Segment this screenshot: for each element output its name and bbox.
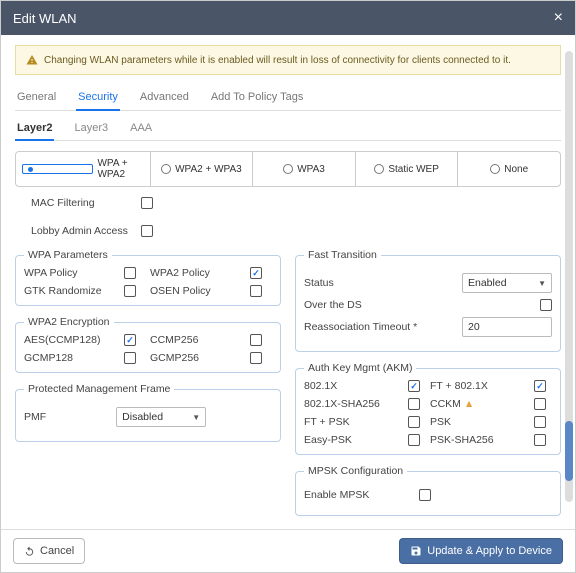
akm-psksha256-label: PSK-SHA256 bbox=[430, 434, 530, 446]
wpa2-policy-checkbox[interactable] bbox=[250, 267, 262, 279]
osen-policy-checkbox[interactable] bbox=[250, 285, 262, 297]
subtab-layer2[interactable]: Layer2 bbox=[15, 117, 54, 141]
modal-header: Edit WLAN × bbox=[1, 1, 575, 35]
akm-easypsk-label: Easy-PSK bbox=[304, 434, 404, 446]
lobby-admin-row: Lobby Admin Access bbox=[31, 225, 561, 237]
akm-8021x-sha256-checkbox[interactable] bbox=[408, 398, 420, 410]
warning-text: Changing WLAN parameters while it is ena… bbox=[44, 55, 511, 66]
akm-8021x-label: 802.1X bbox=[304, 380, 404, 392]
gcmp128-checkbox[interactable] bbox=[124, 352, 136, 364]
chevron-down-icon: ▼ bbox=[538, 279, 546, 288]
tab-security[interactable]: Security bbox=[76, 85, 120, 111]
akm-ft8021x-checkbox[interactable] bbox=[534, 380, 546, 392]
modal-body: Changing WLAN parameters while it is ena… bbox=[1, 35, 575, 529]
warning-icon bbox=[26, 54, 38, 66]
akm-fieldset: Auth Key Mgmt (AKM) 802.1X FT + 802.1X 8… bbox=[295, 362, 561, 455]
ccmp256-label: CCMP256 bbox=[150, 334, 246, 346]
radio-dot-icon bbox=[490, 164, 500, 174]
tab-advanced[interactable]: Advanced bbox=[138, 85, 191, 110]
mac-filtering-checkbox[interactable] bbox=[141, 197, 153, 209]
save-icon bbox=[410, 545, 422, 557]
akm-cckm-label: CCKM ▲ bbox=[430, 398, 530, 410]
akm-easypsk-checkbox[interactable] bbox=[408, 434, 420, 446]
radio-wpa2-wpa3[interactable]: WPA2 + WPA3 bbox=[151, 152, 254, 186]
akm-psk-checkbox[interactable] bbox=[534, 416, 546, 428]
wpa2-encryption-fieldset: WPA2 Encryption AES(CCMP128) CCMP256 GCM… bbox=[15, 316, 281, 373]
akm-8021x-checkbox[interactable] bbox=[408, 380, 420, 392]
warning-icon: ▲ bbox=[464, 398, 474, 410]
pmf-fieldset: Protected Management Frame PMF Disabled▼ bbox=[15, 383, 281, 442]
pmf-legend: Protected Management Frame bbox=[24, 383, 174, 395]
radio-dot-icon bbox=[283, 164, 293, 174]
osen-policy-label: OSEN Policy bbox=[150, 285, 246, 297]
reassoc-timeout-label: Reassociation Timeout * bbox=[304, 321, 417, 333]
radio-wpa-wpa2[interactable]: WPA + WPA2 bbox=[16, 152, 151, 186]
gtk-randomize-checkbox[interactable] bbox=[124, 285, 136, 297]
ft-status-label: Status bbox=[304, 277, 334, 289]
mpsk-fieldset: MPSK Configuration Enable MPSK bbox=[295, 465, 561, 516]
modal-title: Edit WLAN bbox=[13, 11, 77, 26]
security-mode-radio-group: WPA + WPA2 WPA2 + WPA3 WPA3 Static WEP N… bbox=[15, 151, 561, 187]
wpa-policy-label: WPA Policy bbox=[24, 267, 120, 279]
akm-ft8021x-label: FT + 802.1X bbox=[430, 380, 530, 392]
wpa2-encryption-legend: WPA2 Encryption bbox=[24, 316, 114, 328]
gcmp128-label: GCMP128 bbox=[24, 352, 120, 364]
radio-static-wep[interactable]: Static WEP bbox=[356, 152, 459, 186]
warning-banner: Changing WLAN parameters while it is ena… bbox=[15, 45, 561, 75]
gtk-randomize-label: GTK Randomize bbox=[24, 285, 120, 297]
akm-ftpsk-label: FT + PSK bbox=[304, 416, 404, 428]
over-ds-label: Over the DS bbox=[304, 299, 362, 311]
radio-none[interactable]: None bbox=[458, 152, 560, 186]
scrollbar-thumb[interactable] bbox=[565, 421, 573, 481]
wpa2-policy-label: WPA2 Policy bbox=[150, 267, 246, 279]
cancel-button[interactable]: Cancel bbox=[13, 538, 85, 564]
akm-8021x-sha256-label: 802.1X-SHA256 bbox=[304, 398, 404, 410]
mpsk-label: Enable MPSK bbox=[304, 489, 369, 501]
radio-dot-icon bbox=[374, 164, 384, 174]
mac-filtering-label: MAC Filtering bbox=[31, 197, 141, 209]
sub-tabs: Layer2 Layer3 AAA bbox=[15, 117, 561, 141]
over-ds-checkbox[interactable] bbox=[540, 299, 552, 311]
gcmp256-label: GCMP256 bbox=[150, 352, 246, 364]
radio-dot-icon bbox=[22, 164, 93, 174]
edit-wlan-modal: Edit WLAN × Changing WLAN parameters whi… bbox=[0, 0, 576, 573]
subtab-layer3[interactable]: Layer3 bbox=[72, 117, 110, 140]
chevron-down-icon: ▼ bbox=[192, 413, 200, 422]
apply-button[interactable]: Update & Apply to Device bbox=[399, 538, 563, 564]
close-icon[interactable]: × bbox=[554, 9, 563, 27]
akm-psksha256-checkbox[interactable] bbox=[534, 434, 546, 446]
wpa-parameters-fieldset: WPA Parameters WPA Policy WPA2 Policy GT… bbox=[15, 249, 281, 306]
akm-cckm-checkbox[interactable] bbox=[534, 398, 546, 410]
reassoc-timeout-input[interactable]: 20 bbox=[462, 317, 552, 337]
subtab-aaa[interactable]: AAA bbox=[128, 117, 154, 140]
akm-legend: Auth Key Mgmt (AKM) bbox=[304, 362, 416, 374]
akm-ftpsk-checkbox[interactable] bbox=[408, 416, 420, 428]
fast-transition-legend: Fast Transition bbox=[304, 249, 381, 261]
main-tabs: General Security Advanced Add To Policy … bbox=[15, 85, 561, 111]
aes-ccmp128-checkbox[interactable] bbox=[124, 334, 136, 346]
gcmp256-checkbox[interactable] bbox=[250, 352, 262, 364]
ft-status-select[interactable]: Enabled▼ bbox=[462, 273, 552, 293]
pmf-select[interactable]: Disabled▼ bbox=[116, 407, 206, 427]
tab-general[interactable]: General bbox=[15, 85, 58, 110]
tab-policy-tags[interactable]: Add To Policy Tags bbox=[209, 85, 306, 110]
fast-transition-fieldset: Fast Transition Status Enabled▼ Over the… bbox=[295, 249, 561, 352]
akm-psk-label: PSK bbox=[430, 416, 530, 428]
wpa-policy-checkbox[interactable] bbox=[124, 267, 136, 279]
ccmp256-checkbox[interactable] bbox=[250, 334, 262, 346]
undo-icon bbox=[24, 546, 35, 557]
lobby-admin-label: Lobby Admin Access bbox=[31, 225, 141, 237]
mpsk-checkbox[interactable] bbox=[419, 489, 431, 501]
wpa-parameters-legend: WPA Parameters bbox=[24, 249, 112, 261]
mpsk-legend: MPSK Configuration bbox=[304, 465, 407, 477]
pmf-label: PMF bbox=[24, 411, 46, 423]
lobby-admin-checkbox[interactable] bbox=[141, 225, 153, 237]
radio-wpa3[interactable]: WPA3 bbox=[253, 152, 356, 186]
aes-ccmp128-label: AES(CCMP128) bbox=[24, 334, 120, 346]
mac-filtering-row: MAC Filtering bbox=[31, 197, 561, 209]
radio-dot-icon bbox=[161, 164, 171, 174]
modal-footer: Cancel Update & Apply to Device bbox=[1, 529, 575, 572]
